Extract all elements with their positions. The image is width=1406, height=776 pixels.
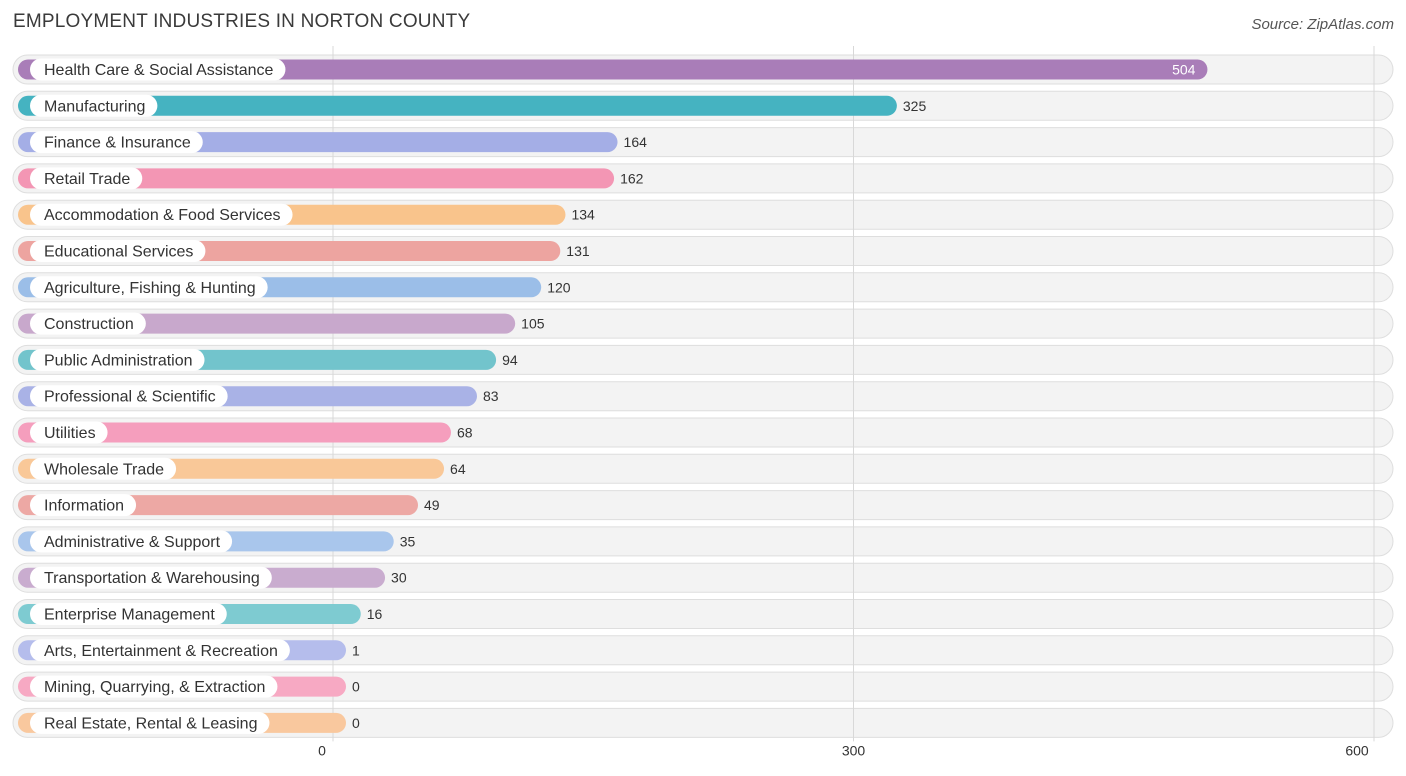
value-label: 504 (1172, 62, 1196, 78)
x-tick-label: 300 (842, 742, 866, 758)
value-label: 120 (547, 279, 571, 295)
category-label: Retail Trade (44, 171, 130, 188)
category-label-pill (30, 566, 272, 589)
value-label: 131 (566, 243, 590, 259)
category-label-pill (30, 94, 158, 117)
value-label: 325 (903, 98, 927, 114)
category-label: Accommodation & Food Services (44, 207, 281, 224)
category-label-pill (30, 385, 228, 408)
category-label-pill (30, 203, 293, 226)
value-label: 16 (367, 606, 383, 622)
x-tick-label: 0 (318, 742, 326, 758)
category-label: Real Estate, Rental & Leasing (44, 715, 257, 732)
category-label: Educational Services (44, 244, 193, 261)
value-label: 1 (352, 642, 360, 658)
category-label-pill (30, 312, 146, 335)
bar (18, 59, 1208, 80)
category-label-pill (30, 675, 278, 698)
category-label: Information (44, 498, 124, 515)
bar (18, 422, 451, 443)
category-label-pill (30, 530, 233, 553)
value-label: 64 (450, 461, 466, 477)
category-label: Mining, Quarrying, & Extraction (44, 679, 265, 696)
category-label: Manufacturing (44, 98, 145, 115)
category-label-pill (30, 421, 108, 444)
bar (18, 168, 615, 189)
bar (18, 95, 897, 116)
value-label: 83 (483, 388, 499, 404)
value-label: 30 (391, 570, 407, 586)
chart-title: EMPLOYMENT INDUSTRIES IN NORTON COUNTY (13, 11, 471, 32)
source-credit: Source: ZipAtlas.com (1251, 16, 1394, 33)
value-label: 94 (502, 352, 518, 368)
category-label-pill (30, 131, 203, 154)
category-label-pill (30, 494, 137, 517)
category-label: Health Care & Social Assistance (44, 62, 274, 79)
row-background (12, 671, 1394, 702)
category-label: Finance & Insurance (44, 135, 191, 152)
category-label: Administrative & Support (44, 534, 221, 551)
value-label: 164 (624, 134, 648, 150)
row-background (12, 635, 1394, 666)
value-label: 105 (521, 316, 545, 332)
value-label: 0 (352, 679, 360, 695)
category-label: Agriculture, Fishing & Hunting (44, 280, 256, 297)
category-label: Arts, Entertainment & Recreation (44, 643, 278, 660)
category-label: Enterprise Management (44, 607, 215, 624)
category-label-pill (30, 711, 270, 734)
category-label-pill (30, 276, 268, 299)
value-label: 49 (424, 497, 440, 513)
category-label-pill (30, 167, 143, 190)
category-label: Transportation & Warehousing (44, 570, 260, 587)
category-label-pill (30, 240, 206, 262)
value-label: 0 (352, 715, 360, 731)
category-label: Utilities (44, 425, 96, 442)
value-label: 68 (457, 425, 473, 441)
value-label: 162 (620, 170, 644, 186)
category-label-pill (30, 58, 286, 81)
category-label: Wholesale Trade (44, 461, 164, 478)
row-background (12, 707, 1394, 738)
value-label: 35 (400, 533, 416, 549)
x-tick-label: 600 (1345, 742, 1369, 758)
category-label: Professional & Scientific (44, 389, 216, 406)
category-label: Construction (44, 316, 134, 333)
value-label: 134 (571, 207, 595, 223)
category-label-pill (30, 457, 177, 480)
category-label: Public Administration (44, 352, 193, 369)
category-label-pill (30, 603, 227, 625)
row-background (12, 599, 1394, 629)
category-label-pill (30, 639, 290, 662)
category-label-pill (30, 348, 205, 371)
